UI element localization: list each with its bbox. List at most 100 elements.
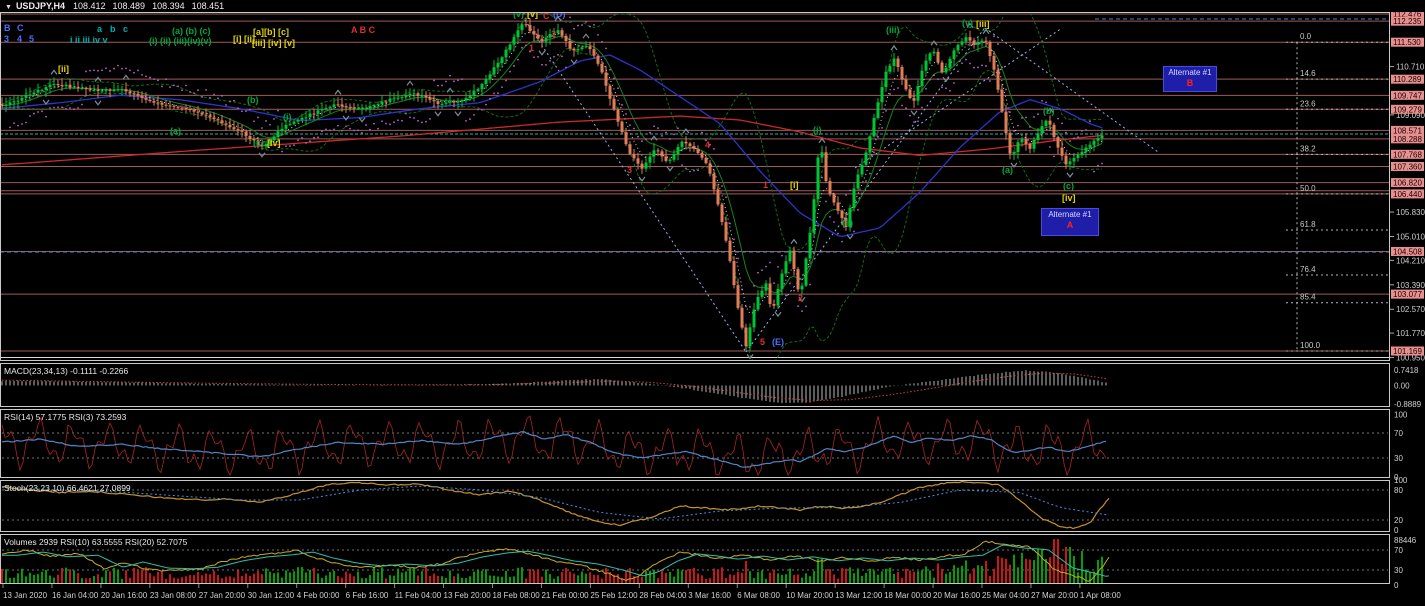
wave-label[interactable]: [iii] xyxy=(976,19,990,29)
wave-label[interactable]: 2 xyxy=(798,293,803,303)
psar-dots xyxy=(9,16,1103,312)
price-tick-label: 110.710 xyxy=(1396,63,1425,72)
wave-label[interactable]: [ii] xyxy=(58,64,69,74)
wave-label[interactable]: (a) xyxy=(1002,165,1013,175)
wave-label[interactable]: (E) xyxy=(772,337,784,347)
wave-label[interactable]: [iv] xyxy=(267,138,281,148)
fibonacci-retracement: 0.0 14.6 23.6 38.2 50.0 61.8 76.4 85.4 100.0 xyxy=(1286,32,1390,352)
price-level-label: 107.768 xyxy=(1393,150,1422,159)
quote-low: 108.394 xyxy=(152,1,185,11)
time-label: 20 Jan 16:00 xyxy=(100,591,148,600)
wave-label[interactable]: [v] xyxy=(527,9,538,19)
alternate-box-wave-letter: A xyxy=(1066,220,1074,230)
time-label: 20 Mar 16:00 xyxy=(933,591,981,600)
wave-label[interactable]: (i) (ii) (iii)(iv)(v) xyxy=(149,36,212,46)
indicator-axis-label: 30 xyxy=(1394,454,1403,463)
wave-label[interactable]: a xyxy=(97,24,103,34)
wave-label[interactable]: (b) xyxy=(247,95,259,105)
wave-label[interactable]: A B C xyxy=(351,25,376,35)
wave-label[interactable]: 3 xyxy=(4,34,9,44)
alternate-box-wave-letter: B xyxy=(1186,78,1194,88)
wave-label[interactable]: (ii) xyxy=(842,218,853,228)
fib-level-label: 14.6 xyxy=(1300,69,1316,78)
indicator-axis-label: 70 xyxy=(1394,429,1403,438)
wave-label[interactable]: i ii iii iv v xyxy=(70,35,108,45)
alternate-box-title: Alternate #1 xyxy=(1048,210,1092,219)
wave-label[interactable]: (i) xyxy=(283,112,292,122)
price-tick-label: 100.950 xyxy=(1396,354,1425,363)
indicator-axis-label: 80 xyxy=(1394,486,1403,495)
fib-level-label: 85.4 xyxy=(1300,293,1316,302)
rsi-indicator: 100 70 30 0 xyxy=(1,410,1408,482)
rsi14-line xyxy=(1,431,1107,468)
wave-label[interactable]: C xyxy=(543,11,550,21)
wave-label[interactable]: [i] xyxy=(790,180,799,190)
wave-label[interactable]: (D) xyxy=(553,9,566,19)
indicator-axis-label: 20 xyxy=(1394,516,1403,525)
vol-rsi20-line xyxy=(2,544,1110,577)
wave-label[interactable]: [a][b] [c] xyxy=(253,27,289,37)
wave-label[interactable]: (iii) xyxy=(886,25,900,35)
indicator-axis-label: 30 xyxy=(1394,566,1403,575)
rsi-panel-border xyxy=(0,409,1390,478)
price-axis: 110.710 109.090 105.830 105.010 104.210 103.3… xyxy=(1390,9,1425,363)
alternate-scenario-box-2[interactable]: Alternate #1 A xyxy=(1041,208,1099,236)
chart-title-bar: ▼ USDJPY,H4 108.412 108.489 108.394 108.451 xyxy=(0,0,1425,12)
fib-level-label: 61.8 xyxy=(1300,220,1316,229)
wave-label[interactable]: c xyxy=(123,24,128,34)
wave-label[interactable]: [i] [ii] xyxy=(233,34,255,44)
wave-label[interactable]: (i) xyxy=(813,125,822,135)
indicator-axis-label: 0.7418 xyxy=(1394,366,1419,375)
price-level-label: 109.279 xyxy=(1393,105,1422,114)
price-tick-label: 101.770 xyxy=(1396,329,1425,338)
wave-label[interactable]: 1 xyxy=(763,180,768,190)
wave-label[interactable]: 4 xyxy=(705,140,710,150)
wave-label[interactable]: 5 xyxy=(760,337,765,347)
price-level-label: 109.747 xyxy=(1393,91,1422,100)
trend-line xyxy=(984,27,1159,153)
price-level-label: 110.289 xyxy=(1393,75,1422,84)
time-label: 25 Feb 12:00 xyxy=(590,591,638,600)
price-tick-label: 104.210 xyxy=(1396,256,1425,265)
wave-label[interactable]: B xyxy=(4,23,11,33)
time-label: 6 Mar 08:00 xyxy=(737,591,780,600)
quote-close: 108.451 xyxy=(191,1,225,11)
wave-label[interactable]: 3 xyxy=(627,165,632,175)
wave-label[interactable]: 4 xyxy=(17,34,22,44)
indicator-axis-label: 0 xyxy=(1394,526,1399,535)
main-panel-border xyxy=(0,12,1390,361)
wave-label[interactable]: (b) xyxy=(1043,106,1055,116)
alternate-scenario-box-1[interactable]: Alternate #1 B xyxy=(1163,66,1217,92)
wave-label[interactable]: (a) xyxy=(170,126,181,136)
time-label: 25 Mar 04:00 xyxy=(982,591,1030,600)
wave-label[interactable]: 2 xyxy=(551,29,556,39)
time-label: 27 Jan 20:00 xyxy=(198,591,246,600)
indicator-axis-label: 0 xyxy=(1394,581,1399,590)
wave-label[interactable]: (c) xyxy=(1063,181,1074,191)
fib-level-label: 23.6 xyxy=(1300,99,1316,108)
stoch-signal-line xyxy=(1,485,1110,520)
wave-label[interactable]: [iv] xyxy=(1062,193,1076,203)
indicator-axis-label: 100 xyxy=(1394,476,1408,485)
wave-label[interactable]: (v) xyxy=(513,9,524,19)
wave-label[interactable]: b xyxy=(110,24,116,34)
trend-line xyxy=(745,25,987,353)
wave-label[interactable]: (v) xyxy=(962,18,973,28)
price-level-label: 106.440 xyxy=(1393,190,1422,199)
time-label: 1 Apr 08:00 xyxy=(1079,591,1121,600)
wave-label[interactable]: C xyxy=(17,23,24,33)
trend-line xyxy=(524,19,747,353)
symbol-dropdown-icon[interactable]: ▼ xyxy=(5,4,12,11)
price-level-label: 108.288 xyxy=(1393,135,1422,144)
stoch-main-line xyxy=(1,480,1110,530)
time-label: 27 Mar 20:00 xyxy=(1030,591,1079,600)
wave-label[interactable]: 1 xyxy=(529,43,534,53)
rsi3-line xyxy=(1,415,1107,477)
price-level-label: 111.530 xyxy=(1393,38,1421,47)
time-label: 4 Feb 00:00 xyxy=(296,591,340,600)
wave-label[interactable]: (c) xyxy=(253,138,264,148)
wave-label[interactable]: 5 xyxy=(29,34,34,44)
wave-label[interactable]: (a) (b) (c) xyxy=(172,26,211,36)
wave-label[interactable]: [iii] [iv] [v] xyxy=(252,38,295,48)
